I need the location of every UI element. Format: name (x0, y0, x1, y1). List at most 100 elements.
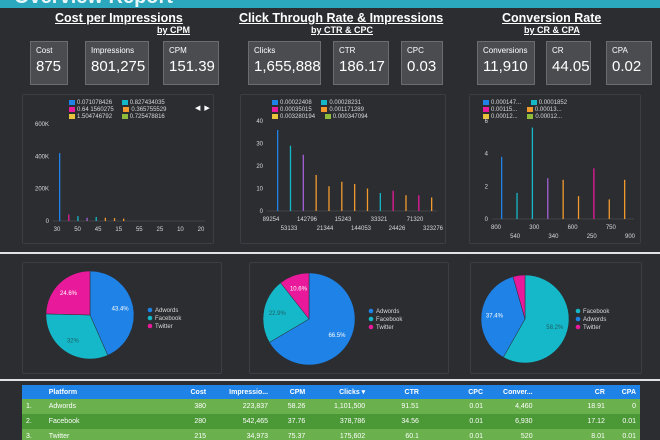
legend-row: 0.00035015 0.001171289 (272, 107, 364, 113)
col-cpc-header[interactable]: CPC (422, 385, 487, 399)
kpi-label: CPM (169, 46, 187, 55)
x-tick-label: 800 (491, 225, 502, 231)
x-tick-label: 750 (606, 225, 617, 231)
col-ctr-header[interactable]: CTR (369, 385, 423, 399)
legend-label: Adwords (583, 317, 606, 323)
col-index-header (22, 385, 45, 399)
pie-slice (502, 274, 570, 364)
bar (593, 168, 595, 219)
legend-label: 0.0001852 (538, 100, 568, 107)
kpi-label: CPA (612, 46, 628, 55)
cell-clicks: 175,602 (309, 429, 370, 440)
kpi-cr: CR 44.05 (546, 41, 591, 85)
bar (405, 195, 407, 211)
cell-clicks: 1,101,500 (309, 399, 370, 414)
cpm-bar-chart: 0 200K 400K 600K 30 50 45 15 55 25 10 20 (35, 122, 205, 233)
legend-label: 0.827434035 (129, 100, 165, 107)
section-title-cpm: Cost per Impressions (55, 11, 183, 25)
cell-cpc: 0.01 (422, 429, 487, 440)
legend-swatch (272, 114, 278, 119)
section-title-ctr: Click Through Rate & Impressions (239, 11, 444, 25)
platform-table: Platform Cost Impressio... CPM Clicks ▾ … (22, 385, 640, 440)
kpi-cpm: CPM 151.39 (163, 41, 219, 85)
y-tick-label: 400K (35, 154, 49, 160)
col-platform-header[interactable]: Platform (44, 385, 169, 399)
legend-label: Twitter (376, 325, 394, 331)
bar (366, 188, 369, 211)
cell-cost: 380 (168, 399, 211, 414)
bar (608, 199, 610, 219)
y-tick-label: 200K (35, 187, 49, 193)
cell-platform: Facebook (44, 414, 169, 429)
bar (547, 178, 549, 219)
legend-dot (368, 316, 374, 322)
col-cpm-header[interactable]: CPM (272, 385, 310, 399)
legend-label: 0.001171289 (329, 107, 364, 114)
cpm-pie-chart: 43.4% 32% 24.6% Adwords Facebook Twitter (45, 270, 182, 360)
legend-row: 0.00115... 0.00013... (483, 107, 562, 113)
legend-row: 0.071078426 0.827434035 (69, 100, 165, 106)
legend-label: Adwords (376, 309, 399, 315)
y-tick-label: 0 (46, 219, 50, 225)
legend-dot (575, 308, 581, 314)
x-tick-label: 600 (568, 225, 579, 231)
cell-platform: Adwords (44, 399, 169, 414)
bar (328, 186, 330, 211)
kpi-label: Conversions (483, 46, 528, 55)
kpi-label: Impressions (91, 46, 135, 55)
table-row[interactable]: 3. Twitter 215 34,973 75.37 175,602 60.1… (22, 429, 640, 440)
x-tick-label: 33321 (371, 217, 388, 223)
col-cost-header[interactable]: Cost (168, 385, 211, 399)
col-impressions-header[interactable]: Impressio... (210, 385, 273, 399)
kpi-label: CTR (339, 46, 356, 55)
kpi-value: 151.39 (169, 58, 215, 75)
table-row[interactable]: 2. Facebook 280 542,465 37.76 378,786 34… (22, 414, 640, 429)
cell-index: 1. (22, 399, 45, 414)
cpm-pie-panel: 43.4% 32% 24.6% Adwords Facebook Twitter (22, 262, 222, 374)
cell-conversions: 4,460 (487, 399, 537, 414)
y-tick-label: 600K (35, 122, 49, 128)
legend-nav-arrows[interactable]: ◀ ▶ (195, 105, 211, 112)
table-row[interactable]: 1. Adwords 380 223,837 58.26 1,101,500 9… (22, 399, 640, 414)
x-tick-label: 323276 (423, 226, 444, 232)
legend-label: 0.365755529 (131, 107, 167, 114)
legend-dot (575, 324, 581, 330)
pie-slice (280, 272, 310, 320)
pie-slice (45, 270, 91, 316)
y-tick-label: 2 (485, 184, 489, 190)
top-banner: Overview Report (0, 0, 660, 8)
col-cpa-header[interactable]: CPA (608, 385, 640, 399)
kpi-conversions: Conversions 11,910 (477, 41, 535, 85)
legend-swatch (324, 114, 331, 119)
cell-impressions: 223,837 (210, 399, 273, 414)
x-tick-label: 71320 (407, 217, 424, 223)
x-tick-label: 340 (548, 234, 559, 240)
pie-slice (45, 313, 109, 360)
bar (418, 195, 420, 211)
legend-label: 0.00035015 (280, 107, 312, 114)
kpi-cost: Cost 875 (30, 41, 68, 85)
table-header-row: Platform Cost Impressio... CPM Clicks ▾ … (22, 385, 640, 399)
kpi-value: 801,275 (91, 58, 146, 75)
y-tick-label: 6 (485, 119, 489, 125)
x-tick-label: 45 (95, 227, 102, 233)
bar (59, 153, 61, 221)
bar (577, 196, 580, 219)
bar (315, 175, 317, 211)
x-tick-label: 89254 (263, 217, 280, 223)
x-tick-label: 144053 (351, 226, 372, 232)
cell-cr: 8.01 (536, 429, 609, 440)
bar (501, 156, 503, 219)
legend-dot (368, 308, 374, 314)
col-conversions-header[interactable]: Conver... (487, 385, 537, 399)
legend-swatch (272, 100, 278, 105)
legend-swatch (123, 107, 130, 112)
col-clicks-header[interactable]: Clicks ▾ (309, 385, 370, 399)
cell-cpm: 37.76 (272, 414, 310, 429)
col-cr-header[interactable]: CR (536, 385, 609, 399)
cr-bar-panel: 0.000147... 0.0001852 0.00115... 0.00013… (469, 94, 641, 244)
kpi-ctr: CTR 186.17 (333, 41, 389, 85)
kpi-value: 0.03 (407, 58, 437, 75)
kpi-label: CR (552, 46, 564, 55)
x-tick-label: 540 (510, 234, 521, 240)
